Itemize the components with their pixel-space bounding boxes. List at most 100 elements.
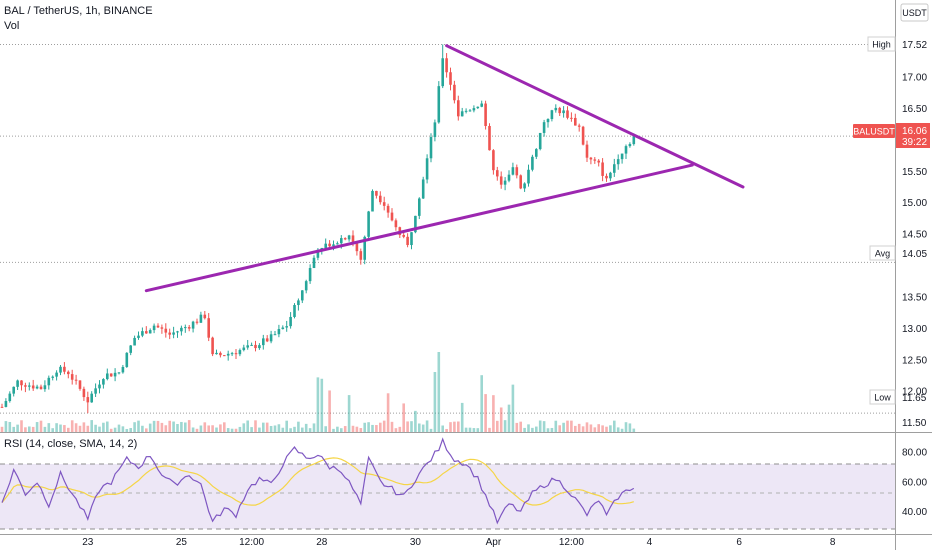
candle-body[interactable] [351,235,355,243]
candle-body[interactable] [238,350,242,355]
candle-body[interactable] [16,380,19,387]
candle-body[interactable] [191,321,195,329]
candle-body[interactable] [137,335,140,338]
candle-body[interactable] [515,167,519,176]
candle-body[interactable] [367,211,370,237]
candle-body[interactable] [437,86,441,123]
candle-body[interactable] [20,380,23,386]
candle-body[interactable] [285,326,288,328]
candle-body[interactable] [145,331,148,334]
candle-body[interactable] [316,249,320,258]
candle-body[interactable] [324,243,327,248]
candle-body[interactable] [273,334,277,336]
candle-body[interactable] [4,401,8,407]
candle-body[interactable] [246,345,249,348]
candle-body[interactable] [8,393,12,402]
candle-body[interactable] [359,251,363,260]
candle-body[interactable] [496,170,499,177]
candle-body[interactable] [410,232,413,246]
candle-body[interactable] [507,174,511,181]
candle-body[interactable] [336,243,339,245]
price-axis[interactable]: 17.00 16.50 15.50 15.00 14.50 13.50 13.00 12.50… [902,73,927,429]
candle-body[interactable] [328,243,331,247]
candle-body[interactable] [121,366,125,373]
candle-body[interactable] [113,372,117,377]
candle-body[interactable] [632,136,636,145]
candle-body[interactable] [390,212,394,221]
candle-body[interactable] [141,331,144,336]
currency-button-frame[interactable] [900,3,929,22]
candle-body[interactable] [472,108,476,111]
candle-body[interactable] [523,183,526,189]
candle-body[interactable] [531,156,534,170]
candle-body[interactable] [535,149,538,157]
candle-body[interactable] [488,125,491,151]
candle-body[interactable] [125,352,129,367]
candle-body[interactable] [624,146,628,154]
candle-body[interactable] [262,338,265,346]
candle-body[interactable] [250,344,253,346]
candle-body[interactable] [570,117,573,119]
currency-button-label[interactable]: USDT [902,8,927,18]
candle-body[interactable] [160,327,164,329]
candle-body[interactable] [340,238,343,244]
candle-body[interactable] [577,125,581,127]
candle-body[interactable] [449,72,452,85]
candle-body[interactable] [581,126,585,145]
candle-body[interactable] [297,300,300,306]
candle-body[interactable] [492,150,495,171]
candle-body[interactable] [628,144,632,147]
currency-button[interactable]: USDT [900,3,929,22]
rsi-axis[interactable]: 80.00 60.00 40.00 [902,447,927,518]
candle-body[interactable] [67,371,70,375]
candle-body[interactable] [133,337,136,346]
candle-body[interactable] [519,175,522,189]
candle-body[interactable] [312,257,316,269]
candle-body[interactable] [347,235,351,240]
candle-body[interactable] [39,386,43,390]
candle-body[interactable] [12,386,15,394]
candle-body[interactable] [59,366,62,373]
candle-body[interactable] [234,353,238,355]
candle-body[interactable] [605,175,608,179]
candle-body[interactable] [109,373,113,377]
candle-body[interactable] [527,169,530,184]
candle-body[interactable] [293,305,296,317]
candle-body[interactable] [289,316,292,327]
candle-body[interactable] [464,110,468,112]
candle-body[interactable] [148,330,152,334]
candle-body[interactable] [406,236,409,246]
candle-body[interactable] [242,347,246,351]
candle-body[interactable] [429,137,433,159]
candle-body[interactable] [554,107,558,111]
time-axis[interactable]: 23 25 12:00 28 30 Apr 12:00 4 6 8 [82,537,836,548]
candle-body[interactable] [484,103,487,126]
candle-body[interactable] [156,325,160,328]
candle-body[interactable] [31,385,35,389]
candlestick-series[interactable] [0,44,636,414]
candle-body[interactable] [468,110,472,112]
candle-body[interactable] [106,373,109,380]
candle-body[interactable] [542,122,546,133]
candle-body[interactable] [301,290,304,301]
candle-body[interactable] [184,327,187,329]
candle-body[interactable] [343,238,347,240]
candle-body[interactable] [223,355,226,357]
candle-body[interactable] [215,352,218,355]
trendline-drawings[interactable] [144,44,745,293]
candle-body[interactable] [199,314,203,323]
candle-body[interactable] [394,220,398,228]
candle-body[interactable] [35,386,39,389]
candle-body[interactable] [550,110,554,120]
candle-body[interactable] [226,353,230,356]
candle-body[interactable] [180,327,183,332]
candle-body[interactable] [219,352,222,356]
candle-body[interactable] [585,144,589,158]
candle-body[interactable] [441,58,444,87]
candle-body[interactable] [47,377,51,386]
candle-body[interactable] [24,385,27,387]
candle-body[interactable] [445,58,448,73]
candle-body[interactable] [593,159,597,161]
candle-body[interactable] [538,132,542,150]
candle-body[interactable] [55,372,58,377]
